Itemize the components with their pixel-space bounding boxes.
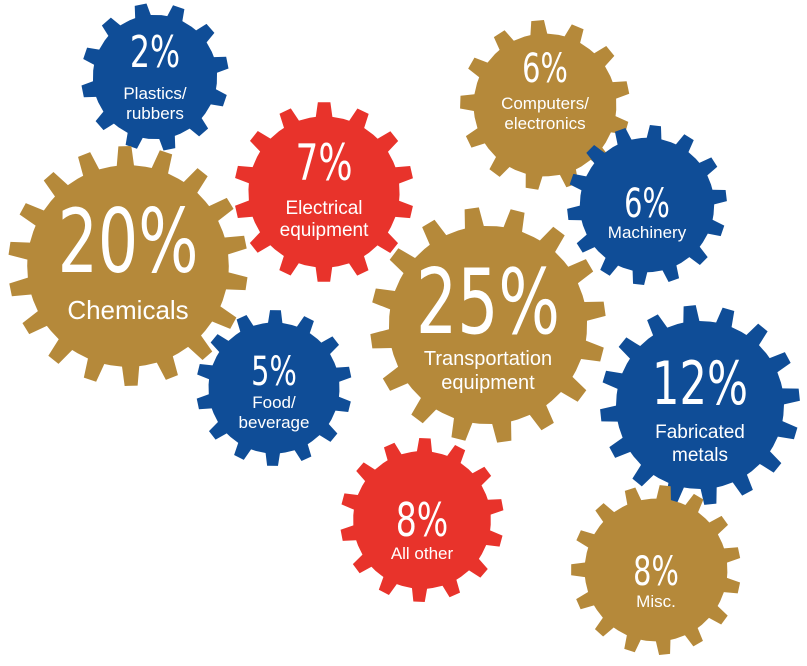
percent-label-fabricated-metals: 12% [652,349,748,419]
percent-label-food-beverage: 5% [251,349,297,395]
percent-label-machinery: 6% [624,181,670,227]
category-label-electrical-equipment: Electrical [285,198,362,219]
percent-label-chemicals: 20% [58,192,199,294]
gear-machinery: 6%Machinery [567,125,727,285]
category-label-electrical-equipment: equipment [280,220,369,241]
category-label-fabricated-metals: metals [672,445,728,466]
category-label-chemicals: Chemicals [67,295,188,325]
gear-misc: 8%Misc. [571,485,741,655]
category-label-plastics-rubbers: Plastics/ [123,84,187,103]
percent-label-all-other: 8% [396,495,449,548]
category-label-computers-electronics: Computers/ [501,94,589,113]
gear-food-beverage: 5%Food/beverage [196,310,352,466]
gear-shape-transportation-equipment [370,207,606,443]
category-label-plastics-rubbers: rubbers [126,104,184,123]
gear-shape-machinery [567,125,727,285]
gear-shape-misc [571,485,741,655]
gear-shape-all-other [340,438,504,602]
category-label-fabricated-metals: Fabricated [655,422,745,443]
gear-computers-electronics: 6% Computers/electronics [460,20,630,190]
gear-shape-electrical-equipment [235,102,413,282]
category-label-food-beverage: Food/ [252,393,296,412]
category-label-computers-electronics: electronics [504,114,585,133]
gear-chemicals: 20%Chemicals [8,146,248,386]
category-label-machinery: Machinery [608,223,687,242]
percent-label-transportation-equipment: 25% [416,250,560,354]
percent-label-misc: 8% [633,549,679,595]
category-label-transportation-equipment: equipment [441,372,535,394]
percent-label-electrical-equipment: 7% [295,135,352,192]
gear-shape-food-beverage [196,310,352,466]
gear-plastics-rubbers: 2% Plastics/rubbers [81,3,229,151]
gear-shape-chemicals [8,146,248,386]
category-label-misc: Misc. [636,592,676,611]
gear-shape-fabricated-metals [600,305,800,505]
category-label-all-other: All other [391,544,454,563]
percent-label-computers-electronics: 6% [522,46,568,92]
percent-label-plastics-rubbers: 2% [130,27,180,79]
category-label-food-beverage: beverage [239,413,310,432]
gear-all-other: 8%All other [340,438,504,602]
gear-shape-computers-electronics [460,20,630,190]
category-label-transportation-equipment: Transportation [424,348,552,370]
gear-shape-plastics-rubbers [81,3,229,151]
